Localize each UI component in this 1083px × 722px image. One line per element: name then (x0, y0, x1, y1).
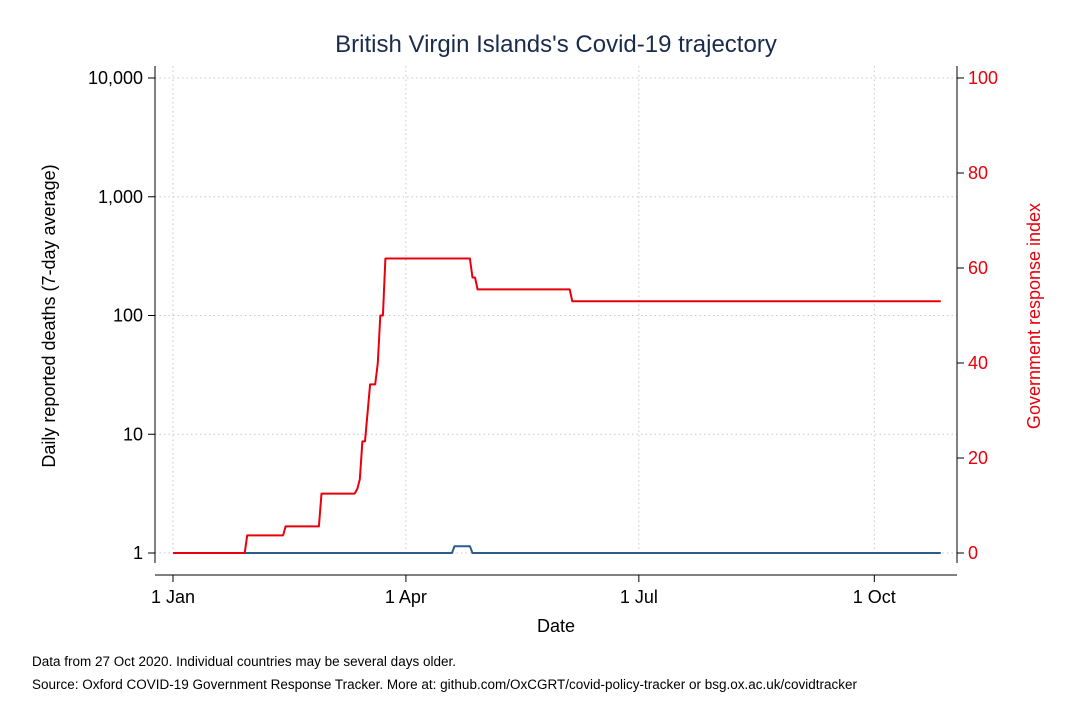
x-axis-label: Date (537, 616, 575, 636)
source-note: Source: Oxford COVID-19 Government Respo… (32, 677, 858, 692)
y-left-tick-label: 10,000 (88, 68, 143, 88)
y-right-tick-label: 80 (968, 163, 988, 183)
grid (155, 66, 957, 554)
y-left-tick-label: 100 (113, 306, 143, 326)
y-right-tick-label: 60 (968, 258, 988, 278)
deaths-series-line (173, 545, 941, 554)
y-left-tick-label: 10 (123, 424, 143, 444)
y-right-axis-label: Government response index (1024, 203, 1044, 429)
y-right-tick-label: 40 (968, 353, 988, 373)
x-tick-label: 1 Jul (620, 587, 658, 607)
x-tick-label: 1 Jan (151, 587, 195, 607)
chart-title: British Virgin Islands's Covid-19 trajec… (335, 31, 777, 58)
y-right-tick-label: 100 (968, 68, 998, 88)
axes: 1 10 100 1,000 10,000 0 20 40 60 80 100 1 Jan 1 Apr 1… (88, 66, 998, 607)
y-right-tick-label: 0 (968, 543, 978, 563)
y-left-tick-label: 1,000 (98, 187, 143, 207)
response-index-series-line (173, 257, 941, 554)
data-note: Data from 27 Oct 2020. Individual countr… (32, 654, 456, 669)
series-layer (173, 257, 941, 554)
x-tick-label: 1 Oct (853, 587, 896, 607)
x-tick-label: 1 Apr (385, 587, 427, 607)
y-left-tick-label: 1 (133, 543, 143, 563)
y-left-axis-label: Daily reported deaths (7-day average) (39, 164, 59, 467)
y-right-tick-label: 20 (968, 448, 988, 468)
